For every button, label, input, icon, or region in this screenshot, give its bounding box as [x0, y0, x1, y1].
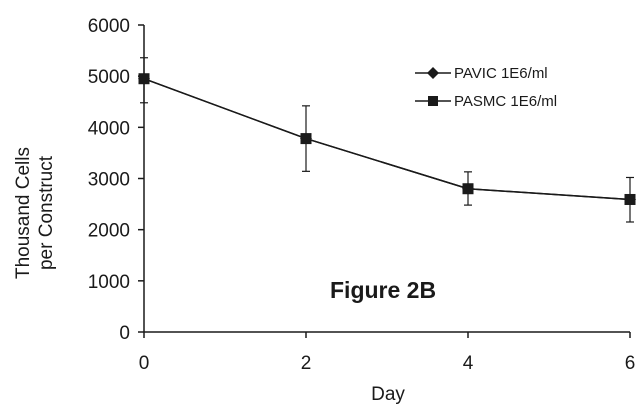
data-point-square — [138, 73, 150, 85]
y-tick-label: 0 — [119, 323, 130, 344]
series-line — [143, 78, 631, 201]
y-tick-label: 6000 — [88, 16, 130, 37]
series-square — [138, 73, 636, 205]
figure-annotation: Figure 2B — [330, 277, 436, 303]
series-line — [143, 78, 631, 201]
y-tick-label: 3000 — [88, 170, 130, 191]
x-ticks: 0 2 4 6 — [139, 332, 636, 374]
legend-item-pasmc: PASMC 1E6/ml — [415, 93, 557, 110]
x-axis-title: Day — [371, 384, 405, 405]
legend-label-pavic: PAVIC 1E6/ml — [454, 65, 548, 82]
x-tick-label: 6 — [625, 353, 636, 374]
legend-diamond-marker — [427, 67, 439, 79]
data-point-square — [462, 183, 474, 195]
legend: PAVIC 1E6/ml PASMC 1E6/ml — [415, 65, 557, 110]
y-axis-title-line-2: per Construct — [36, 155, 57, 270]
legend-label-pasmc: PASMC 1E6/ml — [454, 93, 557, 110]
x-tick-label: 2 — [301, 353, 312, 374]
legend-square-marker — [428, 96, 438, 106]
series-diamond — [138, 57, 636, 223]
data-point-square — [624, 193, 636, 205]
data-point-square — [300, 133, 312, 145]
y-axis-title-line-1: Thousand Cells — [13, 147, 34, 279]
y-ticks: 0 1000 2000 3000 4000 5000 6000 — [88, 16, 144, 344]
y-tick-label: 5000 — [88, 67, 130, 88]
y-tick-label: 4000 — [88, 118, 130, 139]
series-layer — [138, 57, 636, 223]
y-tick-label: 2000 — [88, 221, 130, 242]
x-tick-label: 4 — [463, 353, 474, 374]
y-tick-label: 1000 — [88, 272, 130, 293]
x-tick-label: 0 — [139, 353, 150, 374]
legend-item-pavic: PAVIC 1E6/ml — [415, 65, 548, 82]
